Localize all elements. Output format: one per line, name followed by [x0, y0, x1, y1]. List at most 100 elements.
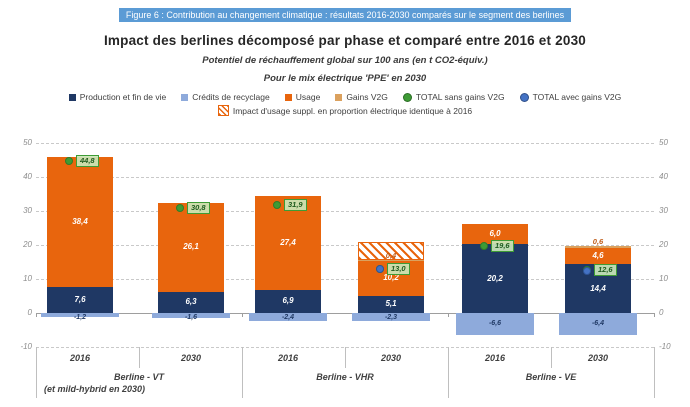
- bar-segment-credits: [152, 313, 230, 319]
- y-axis-tick-label-left: 30: [23, 206, 32, 215]
- gridline: [36, 177, 654, 178]
- total-sans-gains-label-box: 31,9: [284, 198, 307, 211]
- bar-value-label-usage: 10,2: [383, 273, 399, 283]
- y-axis-tick-label-left: 40: [23, 172, 32, 181]
- axis-tick: [448, 313, 449, 317]
- y-axis-tick-label-left: 10: [23, 274, 32, 283]
- figure-caption: Figure 6 : Contribution au changement cl…: [118, 8, 572, 22]
- bar-segment-production: [462, 244, 528, 313]
- y-axis-tick-label-right: -10: [659, 342, 671, 351]
- bar-value-label-credits: -1,6: [184, 314, 198, 321]
- total-sans-gains-marker: [176, 204, 184, 213]
- legend-item-credits-de-recyclage: Crédits de recyclage: [181, 92, 270, 102]
- bar-value-label-credits: -6,6: [488, 320, 502, 328]
- bar-segment-production: [158, 291, 224, 313]
- chart-title: Impact des berlines décomposé par phase …: [103, 33, 586, 48]
- x-axis-group-label: Berline - VE: [525, 372, 577, 382]
- bar-value-label-credits: -1,2: [73, 314, 87, 321]
- y-axis-tick-label-right: 50: [659, 138, 668, 147]
- bar-value-label-usage: 4,6: [592, 251, 604, 261]
- legend-label: Production et fin de vie: [79, 92, 167, 102]
- bar-segment-production: [565, 264, 631, 313]
- x-axis-year-label: 2016: [69, 353, 91, 363]
- y-axis-tick-label-right: 10: [659, 274, 668, 283]
- axis-tick: [654, 313, 655, 317]
- axis-tick: [242, 313, 243, 317]
- total-sans-gains-marker: [583, 266, 591, 275]
- bar-value-label-usage: 26,1: [183, 242, 199, 252]
- gridline: [36, 347, 654, 348]
- legend-item-production-et-fin-de-vie: Production et fin de vie: [68, 92, 167, 102]
- bar-value-label-production: 14,4: [590, 283, 606, 293]
- legend-swatch-credits-de-recyclage-icon: [181, 93, 189, 101]
- bar-segment-usage: [358, 260, 424, 296]
- category-bracket-line: [448, 347, 449, 398]
- total-sans-gains-marker: [480, 242, 488, 251]
- legend-swatch-impact-d-usage-suppl-en-proportion-electrique-identique-a-2016-icon: [217, 105, 229, 116]
- x-axis-year-label: 2016: [277, 353, 299, 363]
- legend-label: Crédits de recyclage: [192, 92, 270, 102]
- year-separator-line: [345, 347, 346, 368]
- bar-segment-usage: [255, 196, 321, 290]
- bar-value-label-production: 20,2: [487, 273, 503, 283]
- y-axis-tick-label-left: 0: [27, 308, 32, 317]
- y-axis-tick-label-right: 30: [659, 206, 668, 215]
- axis-tick: [36, 313, 37, 317]
- x-axis-year-label: 2030: [180, 353, 202, 363]
- gridline: [36, 245, 654, 246]
- category-bracket-line: [36, 347, 37, 398]
- bar-value-label-usage: 38,4: [72, 216, 88, 226]
- legend-label: Usage: [295, 92, 321, 102]
- legend-swatch-total-avec-gains-v2g-icon: [519, 92, 529, 102]
- total-sans-gains-marker: [65, 156, 73, 165]
- bar-segment-usage: [47, 156, 113, 288]
- bar-value-label-credits: -2,3: [384, 314, 398, 321]
- bar-value-label-credits: -2,4: [281, 314, 295, 321]
- x-axis-line: [36, 313, 654, 314]
- legend-label: TOTAL avec gains V2G: [532, 92, 622, 102]
- x-axis-year-label: 2030: [380, 353, 402, 363]
- bar-segment-production: [255, 289, 321, 313]
- total-avec-gains-marker: [583, 267, 591, 276]
- legend-label: TOTAL sans gains V2G: [415, 92, 505, 102]
- total-sans-gains-label-box: 30,8: [187, 202, 210, 215]
- total-sans-gains-label-box: 44,8: [76, 154, 99, 167]
- legend-label: Gains V2G: [346, 92, 388, 102]
- total-sans-gains-marker: [273, 200, 281, 209]
- y-axis-tick-label-left: -10: [20, 342, 32, 351]
- bar-segment-credits: [249, 313, 327, 322]
- x-axis-year-label: 2030: [587, 353, 609, 363]
- legend-item-usage: Usage: [284, 92, 321, 102]
- bar-segment-production: [358, 295, 424, 313]
- y-axis-tick-label-left: 50: [23, 138, 32, 147]
- legend-swatch-production-et-fin-de-vie-icon: [68, 93, 76, 101]
- category-bracket-line: [242, 347, 243, 398]
- bar-segment-gains-v2g: [358, 259, 424, 262]
- bar-value-label-usage: 27,4: [280, 237, 296, 247]
- chart-subtitle-gwp: Potentiel de réchauffement global sur 10…: [202, 55, 488, 66]
- legend-item-total-avec-gains-v2g: TOTAL avec gains V2G: [519, 92, 622, 102]
- category-bracket-line: [654, 347, 655, 398]
- bar-value-label-production: 7,6: [74, 295, 86, 305]
- bar-segment-credits: [456, 313, 534, 336]
- hatched-extra-usage-segment: [358, 241, 424, 260]
- legend-item-impact-d-usage-suppl-en-proportion-electrique-identique-a-2016: Impact d'usage suppl. en proportion élec…: [217, 105, 472, 116]
- gridline: [36, 279, 654, 280]
- bar-segment-credits: [41, 313, 119, 318]
- legend-row-2: Impact d'usage suppl. en proportion élec…: [0, 105, 690, 116]
- y-axis-tick-label-left: 20: [23, 240, 32, 249]
- x-axis-group-label: Berline - VT (et mild-hybrid en 2030): [44, 372, 164, 394]
- bar-value-label-usage: 6,0: [489, 229, 501, 239]
- bar-value-label-gains-v2g: 0,6: [592, 237, 604, 247]
- legend-swatch-usage-icon: [284, 93, 292, 101]
- x-axis-group-sublabel: (et mild-hybrid en 2030): [44, 384, 146, 394]
- y-axis-tick-label-right: 20: [659, 240, 668, 249]
- bar-segment-usage: [565, 248, 631, 265]
- legend-item-gains-v2g: Gains V2G: [335, 92, 388, 102]
- bar-value-label-gains-v2g: 0,4: [385, 250, 397, 260]
- total-sans-gains-marker: [376, 264, 384, 273]
- legend-item-total-sans-gains-v2g: TOTAL sans gains V2G: [402, 92, 505, 102]
- y-axis-tick-label-right: 0: [659, 308, 664, 317]
- bar-value-label-production: 5,1: [385, 299, 397, 309]
